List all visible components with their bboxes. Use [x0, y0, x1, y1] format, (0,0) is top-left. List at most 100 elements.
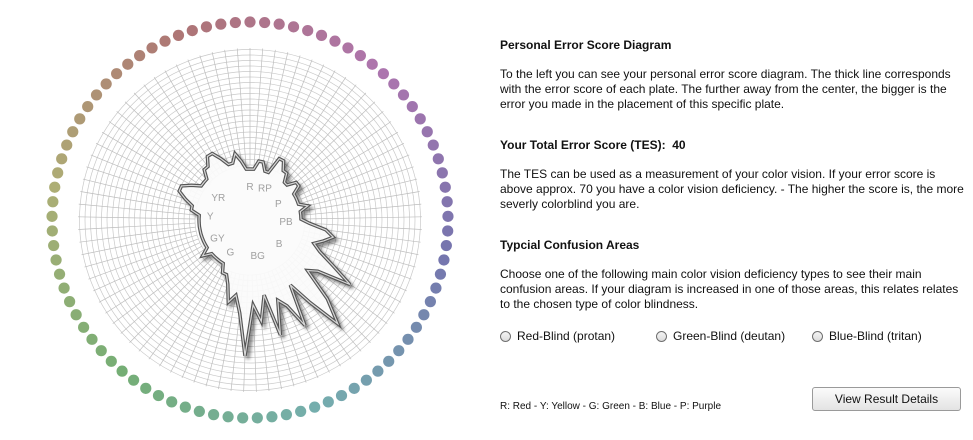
color-cap — [397, 89, 410, 101]
color-cap — [273, 18, 285, 30]
grid-spoke — [297, 131, 399, 193]
radio-button[interactable] — [500, 330, 511, 342]
color-cap — [406, 100, 418, 113]
zone-label: PB — [279, 217, 293, 228]
color-cap — [61, 139, 73, 151]
grid-spoke — [299, 143, 405, 196]
radio-label[interactable]: Red-Blind (protan) — [517, 329, 616, 343]
grid-spoke — [292, 111, 384, 186]
grid-spoke — [78, 203, 196, 216]
zone-label: R — [246, 182, 253, 193]
color-cap — [322, 396, 334, 408]
color-cap — [354, 50, 366, 62]
color-cap — [388, 78, 400, 90]
grid-spoke — [82, 178, 197, 208]
color-cap — [46, 210, 58, 222]
color-cap — [67, 126, 79, 138]
grid-spoke — [265, 55, 301, 168]
color-cap — [152, 389, 165, 402]
grid-spoke — [276, 70, 336, 173]
color-cap — [140, 382, 152, 394]
color-cap — [287, 21, 300, 33]
grid-spoke — [101, 131, 203, 193]
color-cap — [237, 412, 249, 424]
grid-spoke — [105, 249, 204, 314]
color-cap — [111, 68, 123, 80]
color-cap — [50, 254, 62, 266]
color-cap — [229, 16, 241, 29]
grid-spoke — [88, 238, 199, 280]
color-cap — [348, 382, 360, 394]
color-cap — [421, 126, 433, 138]
error-score-chart: R RPP PB B BG GGY Y YR — [46, 16, 454, 424]
color-cap — [360, 374, 372, 386]
color-cap — [424, 296, 436, 308]
radio-label[interactable]: Green-Blind (deutan) — [673, 329, 786, 343]
error-score-line — [177, 149, 352, 357]
grid-spoke — [211, 52, 239, 167]
color-cap — [266, 411, 278, 423]
color-cap — [46, 225, 58, 237]
grid-spoke — [86, 166, 198, 204]
radio-deutan[interactable]: Green-Blind (deutan) — [656, 329, 785, 343]
panel-title: Personal Error Score Diagram — [500, 38, 672, 52]
hue-zone-labels: R RPP PB B BG GGY Y YR — [207, 182, 293, 262]
grid-spoke — [269, 59, 313, 169]
radio-label[interactable]: Blue-Blind (tritan) — [829, 329, 922, 343]
radio-button[interactable] — [812, 330, 823, 342]
grid-spoke — [187, 59, 231, 169]
grid-spoke — [79, 226, 196, 243]
grid-spoke — [124, 101, 211, 183]
zone-label: P — [275, 199, 282, 210]
color-cap-ring — [46, 16, 454, 424]
radio-tritan[interactable]: Blue-Blind (tritan) — [812, 329, 922, 343]
grid-spoke — [273, 64, 325, 171]
zone-label: RP — [258, 183, 272, 194]
grid-spoke — [181, 270, 229, 379]
color-cap — [315, 29, 328, 41]
color-cap — [105, 355, 117, 367]
intro-text: To the left you can see your personal er… — [500, 67, 951, 111]
color-cap — [128, 374, 140, 386]
color-cap — [78, 321, 90, 333]
grid-spoke — [304, 191, 420, 212]
grid-spoke — [80, 191, 196, 212]
grid-spoke — [236, 48, 247, 166]
color-cap — [95, 345, 107, 357]
confusion-text: Choose one of the following main color v… — [500, 267, 959, 311]
color-cap — [259, 16, 271, 29]
color-cap — [186, 24, 198, 37]
grid-spoke — [294, 121, 392, 189]
tes-value: 40 — [672, 138, 686, 152]
color-cap — [166, 396, 178, 408]
grid-spoke — [224, 49, 243, 166]
grid-spoke — [138, 261, 215, 352]
grid-spoke — [300, 154, 410, 200]
color-cap — [372, 365, 384, 377]
grid-spoke — [112, 252, 207, 324]
color-cap — [442, 225, 454, 237]
color-cap — [402, 333, 414, 345]
grid-spoke — [133, 92, 214, 180]
color-cap — [309, 401, 321, 413]
radio-protan[interactable]: Red-Blind (protan) — [500, 329, 615, 343]
color-cap — [244, 16, 256, 28]
color-cap — [58, 282, 70, 294]
color-cap — [53, 268, 66, 280]
grid-spoke — [257, 49, 276, 166]
grid-spoke — [302, 166, 414, 204]
color-cap — [440, 239, 452, 252]
color-cap — [116, 365, 128, 377]
radio-button[interactable] — [656, 330, 667, 342]
color-cap — [414, 113, 426, 125]
color-cap — [329, 35, 341, 47]
tes-text: The TES can be used as a measurement of … — [500, 167, 964, 211]
error-line-highlight — [178, 152, 351, 356]
color-cap — [280, 409, 292, 421]
color-legend: R: Red - Y: Yellow - G: Green - B: Blue … — [500, 401, 722, 412]
color-cap — [215, 18, 227, 30]
color-cap — [377, 68, 389, 80]
grid-spoke — [81, 230, 197, 256]
color-cap — [74, 113, 86, 125]
view-result-details-button[interactable]: View Result Details — [812, 387, 961, 411]
